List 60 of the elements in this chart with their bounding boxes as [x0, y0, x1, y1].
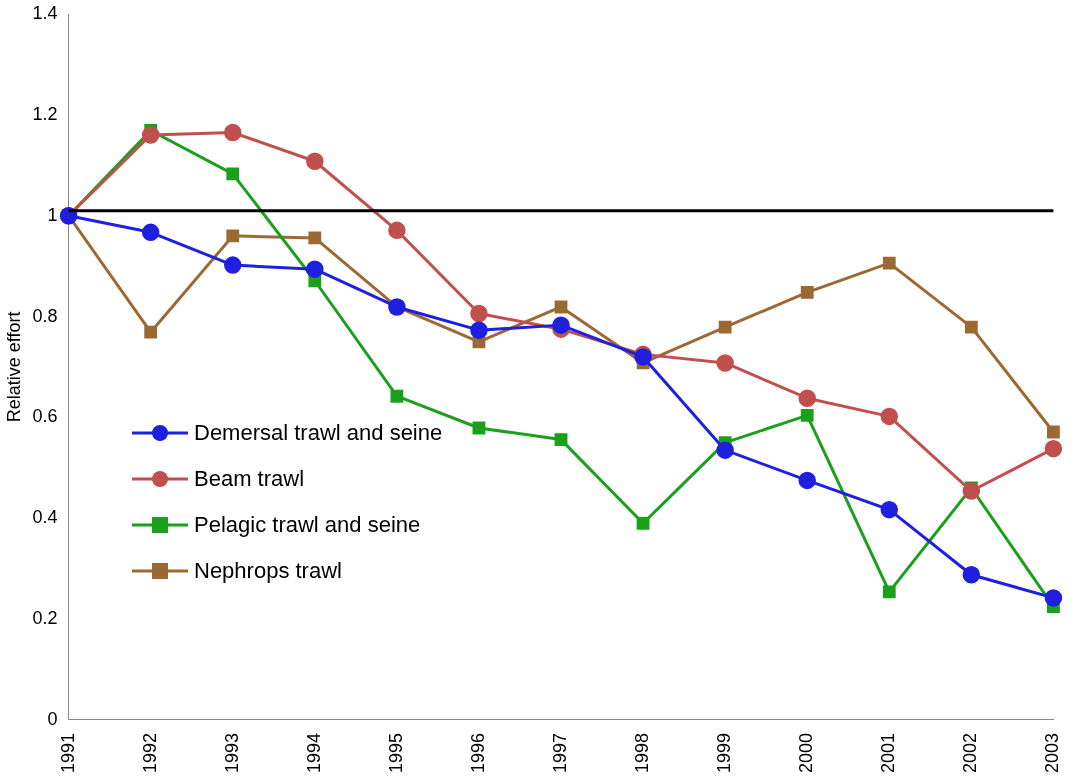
legend-label: Pelagic trawl and seine	[194, 512, 421, 538]
point	[716, 354, 734, 372]
point	[141, 223, 160, 242]
x-tick-label: 1994	[303, 732, 324, 773]
legend-label: Demersal trawl and seine	[194, 420, 443, 446]
point	[308, 231, 322, 245]
y-tick-label: 1.2	[32, 103, 58, 124]
point	[964, 320, 978, 334]
point	[144, 325, 158, 339]
x-tick-label: 1993	[221, 732, 242, 773]
point	[226, 229, 240, 243]
point	[962, 565, 981, 584]
y-axis-title: Relative effort	[3, 311, 24, 423]
point	[470, 304, 488, 323]
point	[1046, 425, 1060, 439]
point	[552, 316, 570, 334]
y-tick-label: 1.4	[32, 2, 58, 23]
x-tick-label: 2001	[878, 732, 899, 773]
y-tick-label: 0.4	[32, 507, 58, 528]
x-tick-label: 2002	[960, 732, 981, 773]
x-tick-label: 2000	[796, 732, 817, 773]
point	[636, 516, 650, 530]
x-tick-label: 1996	[467, 732, 488, 773]
point	[306, 152, 324, 170]
x-tick-label: 1997	[549, 732, 570, 773]
y-tick-label: 0.8	[32, 305, 58, 326]
point	[798, 471, 816, 490]
point	[718, 320, 732, 334]
x-tick-label: 1998	[632, 732, 653, 773]
legend-label: Beam trawl	[194, 466, 305, 492]
point	[800, 408, 814, 422]
point	[798, 389, 816, 407]
point	[1044, 589, 1063, 607]
y-tick-label: 0.2	[32, 608, 58, 629]
point	[226, 167, 240, 181]
point	[224, 256, 242, 274]
x-tick-label: 1992	[139, 732, 160, 773]
point	[716, 441, 734, 459]
y-tick-label: 0	[47, 708, 58, 729]
point	[1044, 439, 1063, 458]
y-tick-label: 0.6	[32, 406, 58, 427]
point	[800, 285, 814, 299]
x-tick-label: 1995	[385, 732, 406, 773]
point	[880, 407, 899, 426]
point	[962, 482, 981, 500]
point	[388, 221, 406, 240]
point	[306, 260, 324, 278]
point	[390, 389, 404, 403]
x-tick-label: 1991	[57, 732, 78, 773]
point	[554, 433, 568, 446]
point	[470, 321, 488, 339]
point	[880, 500, 899, 519]
legend-label: Nephrops trawl	[194, 558, 342, 584]
point	[882, 585, 896, 599]
point	[224, 123, 242, 142]
point	[882, 256, 896, 270]
point	[141, 126, 160, 144]
x-tick-label: 2003	[1042, 732, 1063, 773]
x-tick-label: 1999	[714, 732, 735, 773]
y-tick-label: 1	[47, 204, 58, 225]
